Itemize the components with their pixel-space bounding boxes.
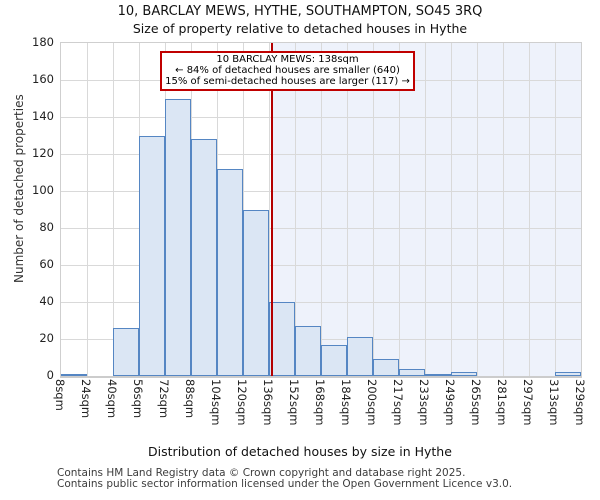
vertical-gridline: [373, 43, 374, 376]
x-tick-label: 249sqm: [443, 379, 457, 426]
histogram-bar: [139, 135, 165, 376]
histogram-bar: [217, 168, 243, 376]
histogram-bar: [555, 372, 581, 376]
vertical-gridline: [321, 43, 322, 376]
vertical-gridline: [295, 43, 296, 376]
vertical-gridline: [113, 43, 114, 376]
histogram-bar: [191, 139, 217, 376]
histogram-bar: [451, 372, 477, 376]
vertical-gridline: [451, 43, 452, 376]
x-tick-label: 104sqm: [209, 379, 223, 426]
y-tick-label: 120: [32, 146, 54, 160]
vertical-gridline: [477, 43, 478, 376]
x-tick-label: 40sqm: [105, 379, 119, 419]
histogram-bar: [113, 327, 139, 376]
vertical-gridline: [555, 43, 556, 376]
vertical-gridline: [347, 43, 348, 376]
histogram-bar: [373, 359, 399, 376]
annotation-line-2: ← 84% of detached houses are smaller (64…: [175, 65, 400, 76]
y-axis-title: Number of detached properties: [12, 94, 26, 283]
histogram-bar: [295, 326, 321, 376]
y-tick-label: 180: [32, 35, 54, 49]
x-tick-label: 120sqm: [235, 379, 249, 426]
histogram-bar: [165, 98, 191, 376]
vertical-gridline: [529, 43, 530, 376]
vertical-gridline: [269, 43, 270, 376]
histogram-bar: [399, 368, 425, 376]
x-tick-label: 152sqm: [287, 379, 301, 426]
footer-attribution-line-1: Contains HM Land Registry data © Crown c…: [57, 467, 466, 479]
x-axis-title: Distribution of detached houses by size …: [148, 444, 452, 459]
histogram-bar: [61, 374, 87, 376]
x-tick-label: 265sqm: [469, 379, 483, 426]
x-tick-label: 297sqm: [521, 379, 535, 426]
x-tick-label: 184sqm: [339, 379, 353, 426]
x-tick-label: 136sqm: [261, 379, 275, 426]
footer-attribution-line-2: Contains public sector information licen…: [57, 478, 513, 490]
vertical-gridline: [425, 43, 426, 376]
x-tick-label: 88sqm: [183, 379, 197, 419]
x-tick-label: 72sqm: [157, 379, 171, 419]
histogram-bar: [321, 344, 347, 376]
chart-title: 10, BARCLAY MEWS, HYTHE, SOUTHAMPTON, SO…: [117, 4, 483, 19]
x-tick-label: 313sqm: [547, 379, 561, 426]
vertical-gridline: [87, 43, 88, 376]
x-tick-label: 200sqm: [365, 379, 379, 426]
y-tick-label: 60: [39, 257, 54, 271]
chart-subtitle: Size of property relative to detached ho…: [132, 21, 468, 36]
histogram-bar: [347, 337, 373, 376]
annotation-line-3: 15% of semi-detached houses are larger (…: [165, 76, 410, 87]
annotation-line-1: 10 BARCLAY MEWS: 138sqm: [216, 54, 359, 65]
x-tick-label: 168sqm: [313, 379, 327, 426]
histogram-bar: [269, 302, 295, 376]
y-tick-label: 140: [32, 109, 54, 123]
x-tick-label: 233sqm: [417, 379, 431, 426]
annotation-box: 10 BARCLAY MEWS: 138sqm ← 84% of detache…: [160, 51, 415, 91]
x-tick-label: 8sqm: [53, 379, 67, 411]
y-tick-label: 20: [39, 331, 54, 345]
vertical-gridline: [399, 43, 400, 376]
y-tick-label: 160: [32, 72, 54, 86]
y-tick-label: 80: [39, 220, 54, 234]
x-tick-label: 329sqm: [573, 379, 587, 426]
x-tick-label: 217sqm: [391, 379, 405, 426]
subject-property-marker-line: [271, 43, 274, 376]
vertical-gridline: [503, 43, 504, 376]
y-tick-label: 40: [39, 294, 54, 308]
histogram-bar: [425, 374, 451, 376]
plot-area: [60, 42, 582, 378]
x-tick-label: 24sqm: [79, 379, 93, 419]
histogram-bar: [243, 209, 269, 376]
x-tick-label: 281sqm: [495, 379, 509, 426]
y-tick-label: 0: [46, 368, 54, 382]
y-tick-label: 100: [32, 183, 54, 197]
x-tick-label: 56sqm: [131, 379, 145, 419]
